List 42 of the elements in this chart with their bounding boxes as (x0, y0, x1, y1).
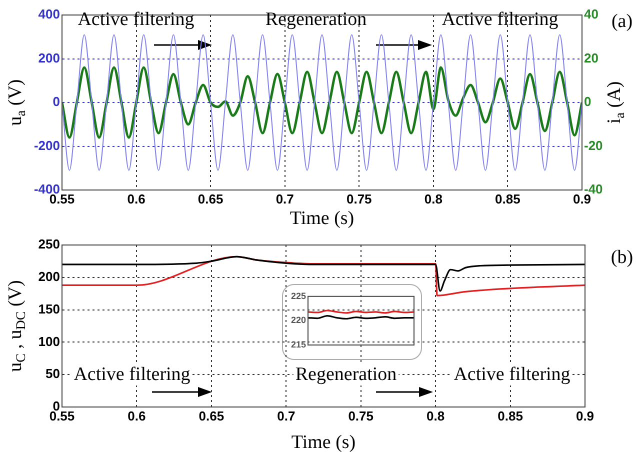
y2-tick-label: 40 (584, 6, 598, 22)
x-tick-label: 0.6 (128, 408, 146, 424)
x-tick-label: 0.75 (346, 191, 372, 206)
y2-tick-label: -20 (584, 138, 603, 153)
y-tick-label: 250 (38, 236, 60, 252)
y-tick-label: 200 (38, 50, 60, 66)
y-tick-label: -200 (34, 138, 60, 153)
y-tick-label: 100 (38, 334, 60, 349)
y-tick-label: 400 (38, 6, 60, 22)
x-tick-label: 0.65 (198, 408, 224, 424)
y-axis-title: uC , uDC (V) (4, 280, 28, 372)
annotation: Active filtering (454, 364, 571, 385)
y2-tick-label: 20 (584, 50, 598, 66)
annotation: Active filtering (442, 8, 559, 30)
x-tick-label: 0.9 (576, 408, 594, 424)
x-axis-title: Time (s) (291, 432, 356, 452)
x-tick-label: 0.8 (426, 408, 445, 424)
annotation: Regeneration (265, 8, 368, 30)
y2-tick-label: 0 (584, 94, 592, 110)
x-tick-label: 0.85 (495, 191, 520, 206)
y-tick-label: 225 (290, 290, 306, 301)
x-tick-label: 0.7 (277, 408, 296, 424)
annotation: Regeneration (295, 364, 398, 385)
text: (a) (611, 10, 633, 32)
y-axis-title: ua (V) (4, 79, 28, 126)
x-tick-label: 0.7 (276, 191, 294, 206)
y-tick-label: 0 (52, 94, 60, 110)
y-tick-label: 50 (46, 366, 60, 382)
y-tick-label: 220 (290, 315, 306, 326)
x-tick-label: 0.75 (348, 408, 374, 424)
x-tick-label: 0.85 (498, 408, 523, 424)
x-tick-label: 0.8 (424, 191, 442, 206)
y-tick-label: 150 (38, 301, 60, 316)
annotation: Active filtering (78, 8, 195, 30)
y2-axis-title: ia (A) (604, 81, 628, 124)
x-tick-label: 0.6 (127, 191, 146, 206)
annotation: Active filtering (74, 364, 191, 385)
y-tick-label: 215 (290, 339, 306, 350)
x-axis-title: Time (s) (290, 208, 354, 229)
x-tick-label: 0.65 (198, 191, 224, 206)
text: (b) (610, 246, 634, 268)
y-tick-label: 200 (38, 268, 60, 284)
